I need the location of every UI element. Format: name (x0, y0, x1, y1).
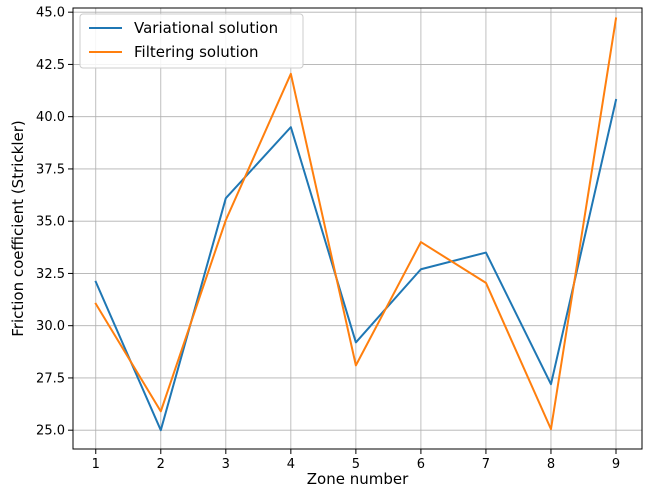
y-tick-label: 35.0 (36, 215, 65, 230)
x-tick-label: 6 (417, 457, 425, 472)
x-tick-label: 9 (612, 457, 620, 472)
y-tick-label: 25.0 (36, 424, 65, 439)
x-tick-label: 5 (352, 457, 360, 472)
x-tick-label: 2 (157, 457, 165, 472)
y-tick-label: 37.5 (36, 162, 65, 177)
series-line-variational (94, 98, 618, 432)
x-tick-label: 1 (92, 457, 100, 472)
y-tick-label: 45.0 (36, 6, 65, 21)
grid-lines (73, 8, 642, 449)
plot-frame (72, 7, 643, 450)
x-tick-label: 7 (482, 457, 490, 472)
legend: Variational solution Filtering solution (79, 13, 304, 69)
y-axis-label: Friction coefficient (Strickler) (9, 120, 27, 337)
legend-label-variational: Variational solution (134, 19, 278, 37)
y-tick-label: 27.5 (36, 371, 65, 386)
legend-label-filtering: Filtering solution (134, 43, 259, 61)
axis-ticks: 1 2 3 4 5 6 7 8 9 25.0 27.5 30.0 32.5 35.0 37.5 40.0 42.… (36, 6, 620, 472)
y-tick-label: 42.5 (36, 58, 65, 73)
x-tick-label: 3 (222, 457, 230, 472)
x-tick-label: 4 (287, 457, 295, 472)
x-tick-label: 8 (547, 457, 555, 472)
y-tick-label: 32.5 (36, 267, 65, 282)
series-lines (94, 17, 618, 432)
legend-box (79, 13, 304, 69)
series-line-filtering (94, 17, 618, 431)
x-axis-label: Zone number (307, 470, 409, 488)
y-tick-label: 40.0 (36, 110, 65, 125)
y-tick-label: 30.0 (36, 319, 65, 334)
